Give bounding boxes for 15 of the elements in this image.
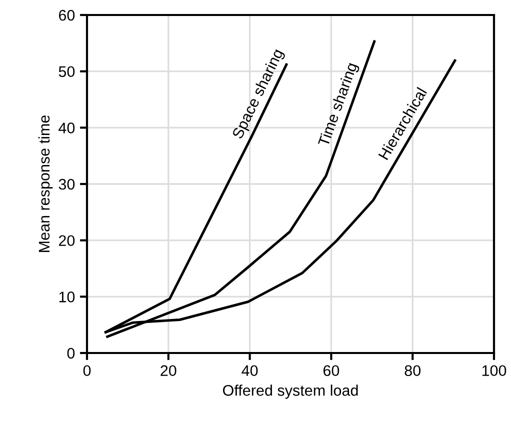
y-axis-title: Mean response time [38,115,53,252]
x-tick-label: 60 [323,365,340,376]
x-tick-label: 40 [242,365,258,376]
x-axis-title: Offered system load [223,384,358,399]
y-tick-label: 30 [58,178,75,190]
y-tick-label: 40 [58,122,75,134]
y-tick-label: 0 [67,348,75,359]
x-tick-label: 100 [482,365,506,376]
x-tick-label: 20 [160,365,176,376]
y-tick-label: 60 [58,10,75,21]
y-tick-label: 50 [58,66,75,78]
x-tick-label: 80 [404,365,420,376]
y-tick-label: 10 [59,292,75,302]
y-tick-label: 20 [58,235,75,246]
x-tick-label: 0 [83,365,91,376]
